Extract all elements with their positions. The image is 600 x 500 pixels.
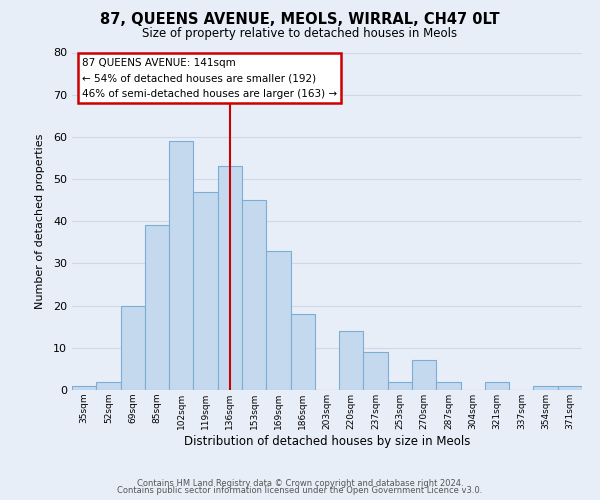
Text: 87, QUEENS AVENUE, MEOLS, WIRRAL, CH47 0LT: 87, QUEENS AVENUE, MEOLS, WIRRAL, CH47 0… [100,12,500,28]
Text: Contains public sector information licensed under the Open Government Licence v3: Contains public sector information licen… [118,486,482,495]
Bar [193,192,218,390]
Bar [436,382,461,390]
Bar [364,352,388,390]
Text: 87 QUEENS AVENUE: 141sqm
← 54% of detached houses are smaller (192)
46% of semi-: 87 QUEENS AVENUE: 141sqm ← 54% of detach… [82,58,337,99]
Bar [121,306,145,390]
Bar [218,166,242,390]
Bar [169,141,193,390]
Bar [242,200,266,390]
Bar [72,386,96,390]
X-axis label: Distribution of detached houses by size in Meols: Distribution of detached houses by size … [184,434,470,448]
Bar [96,382,121,390]
Bar [266,251,290,390]
Bar [412,360,436,390]
Bar [485,382,509,390]
Bar [145,226,169,390]
Bar [533,386,558,390]
Bar [339,331,364,390]
Text: Size of property relative to detached houses in Meols: Size of property relative to detached ho… [142,28,458,40]
Text: Contains HM Land Registry data © Crown copyright and database right 2024.: Contains HM Land Registry data © Crown c… [137,478,463,488]
Bar [388,382,412,390]
Bar [558,386,582,390]
Bar [290,314,315,390]
Y-axis label: Number of detached properties: Number of detached properties [35,134,44,309]
